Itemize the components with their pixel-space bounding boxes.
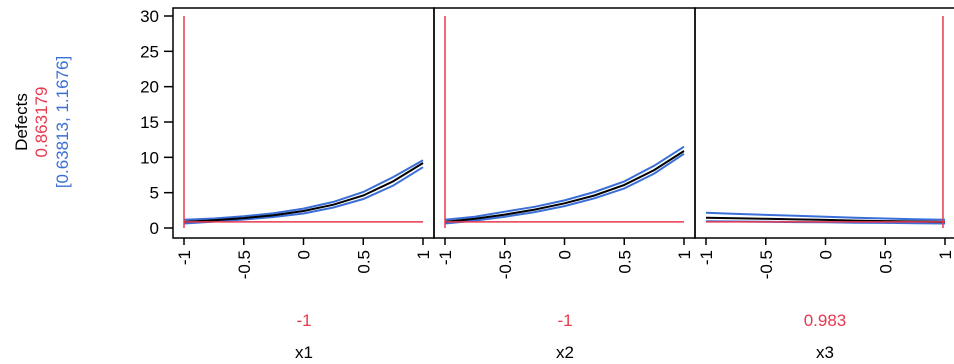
x-tick-label: 0.5 bbox=[876, 250, 895, 274]
prediction-line bbox=[444, 150, 685, 223]
x-tick-label: -0.5 bbox=[496, 250, 515, 279]
factor-x2-current-value: -1 bbox=[557, 311, 572, 330]
y-tick-label: 25 bbox=[140, 42, 159, 61]
factor-x3-current-value: 0.983 bbox=[804, 311, 847, 330]
upper-confidence-line bbox=[183, 159, 424, 221]
y-tick-label: 15 bbox=[140, 113, 159, 132]
panel-x1: -1 -0.5 0 0.5 1 bbox=[172, 7, 435, 279]
factor-x2-name: x2 bbox=[556, 343, 574, 362]
upper-confidence-line bbox=[705, 211, 946, 221]
panel-x2: -1 -0.5 0 0.5 1 bbox=[433, 7, 696, 279]
x-tick-label: 0 bbox=[817, 250, 836, 259]
y-tick-label: 0 bbox=[150, 219, 159, 238]
factor-panels: -1 -0.5 0 0.5 1 -1 -0.5 0 0.5 1 -1 -0.5 0 0.5 1 bbox=[172, 7, 954, 279]
panel-frame bbox=[172, 7, 435, 239]
x-tick-label: 0.5 bbox=[615, 250, 634, 274]
x-tick-label: 0 bbox=[556, 250, 575, 259]
x-tick-label: 0.5 bbox=[354, 250, 373, 274]
prediction-line bbox=[183, 162, 424, 223]
response-confidence-interval: [0.63813, 1.1676] bbox=[53, 56, 72, 188]
factor-x3-name: x3 bbox=[816, 343, 834, 362]
y-axis: 0 5 10 15 20 25 30 bbox=[140, 7, 173, 238]
panel-x3: -1 -0.5 0 0.5 1 bbox=[694, 7, 954, 279]
x-tick-label: 1 bbox=[414, 250, 433, 259]
y-tick-label: 20 bbox=[140, 78, 159, 97]
x-tick-label: 0 bbox=[295, 250, 314, 259]
panel-frame bbox=[694, 7, 954, 239]
x-tick-label: -0.5 bbox=[757, 250, 776, 279]
factor-x1-current-value: -1 bbox=[296, 311, 311, 330]
x-tick-label: -1 bbox=[175, 250, 194, 265]
x-tick-label: -1 bbox=[697, 250, 716, 265]
factor-x1-name: x1 bbox=[295, 343, 313, 362]
x-tick-label: -1 bbox=[436, 250, 455, 265]
lower-confidence-line bbox=[444, 152, 685, 225]
x-tick-label: 1 bbox=[675, 250, 694, 259]
x-tick-label: 1 bbox=[936, 250, 954, 259]
response-name: Defects bbox=[12, 93, 31, 151]
y-tick-label: 5 bbox=[150, 184, 159, 203]
y-tick-label: 30 bbox=[140, 7, 159, 26]
upper-confidence-line bbox=[444, 145, 685, 221]
response-current-value: 0.863179 bbox=[32, 87, 51, 158]
lower-confidence-line bbox=[183, 166, 424, 225]
y-tick-label: 10 bbox=[140, 148, 159, 167]
x-tick-label: -0.5 bbox=[235, 250, 254, 279]
